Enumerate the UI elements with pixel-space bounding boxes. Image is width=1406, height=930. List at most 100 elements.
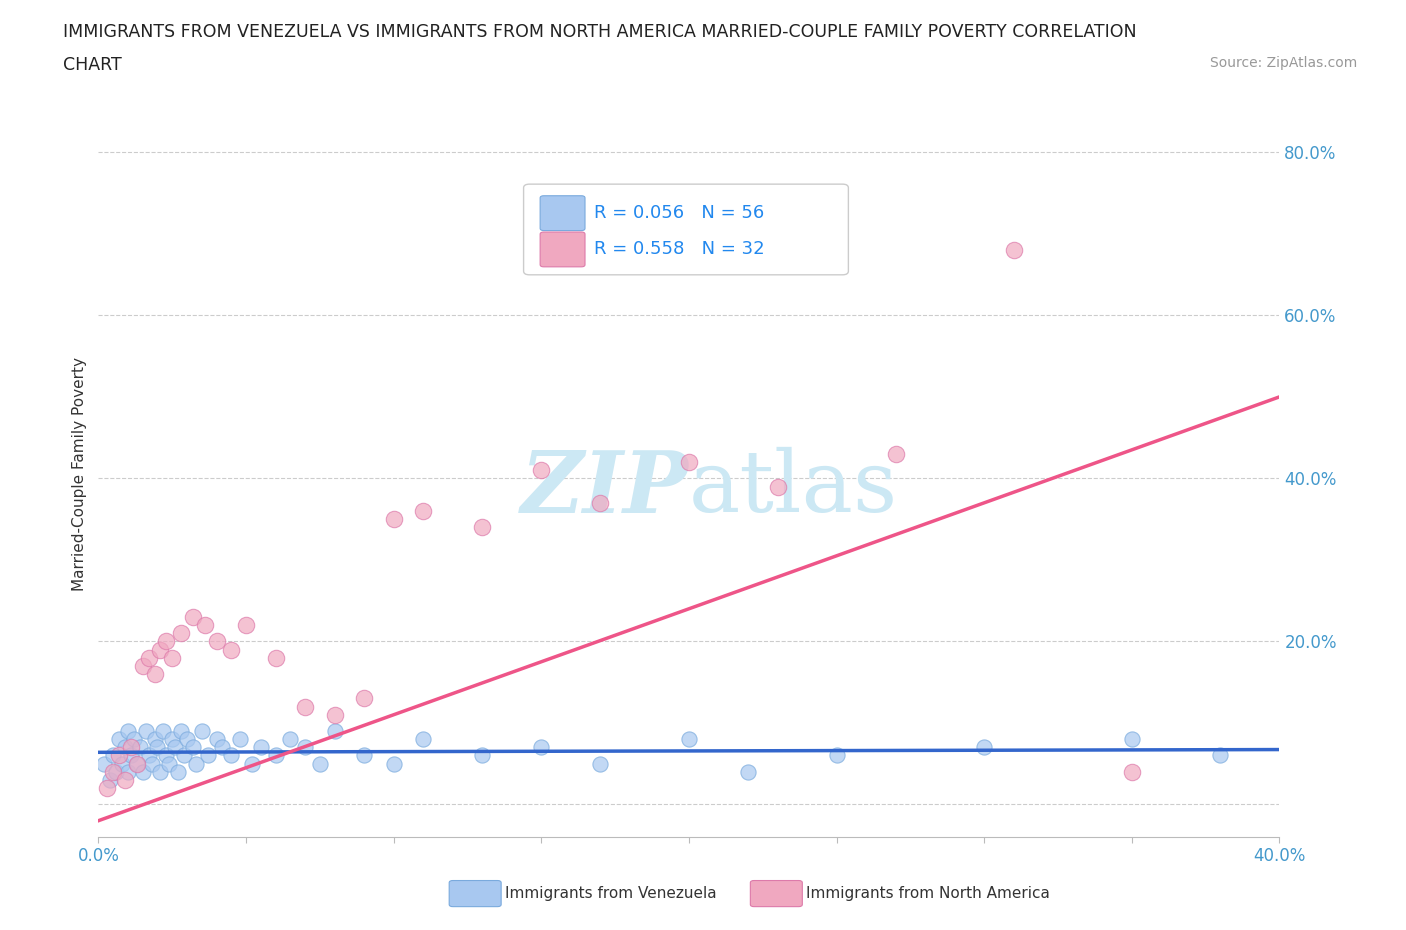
- Text: R = 0.056   N = 56: R = 0.056 N = 56: [595, 205, 765, 222]
- Point: [170, 626, 193, 641]
- Point: [162, 732, 183, 747]
- Point: [138, 748, 160, 763]
- Point: [117, 724, 139, 738]
- Point: [181, 740, 204, 755]
- Point: [1209, 748, 1232, 763]
- Point: [353, 748, 375, 763]
- Point: [141, 756, 163, 771]
- Point: [152, 724, 174, 738]
- Text: Immigrants from Venezuela: Immigrants from Venezuela: [505, 886, 716, 901]
- Point: [205, 634, 228, 649]
- Text: Source: ZipAtlas.com: Source: ZipAtlas.com: [1209, 56, 1357, 70]
- Point: [173, 748, 195, 763]
- Point: [128, 740, 150, 755]
- Point: [197, 748, 219, 763]
- Point: [108, 732, 131, 747]
- Point: [103, 748, 125, 763]
- Point: [280, 732, 302, 747]
- Point: [105, 764, 128, 779]
- Point: [264, 650, 287, 665]
- Point: [737, 764, 759, 779]
- Point: [120, 748, 142, 763]
- Point: [170, 724, 193, 738]
- Point: [98, 773, 121, 788]
- Text: R = 0.558   N = 32: R = 0.558 N = 32: [595, 241, 765, 259]
- Point: [96, 780, 118, 795]
- Point: [1121, 732, 1143, 747]
- Point: [155, 634, 177, 649]
- Point: [382, 512, 405, 526]
- Point: [471, 748, 494, 763]
- FancyBboxPatch shape: [540, 195, 585, 231]
- Point: [678, 732, 700, 747]
- Point: [1121, 764, 1143, 779]
- Point: [117, 764, 139, 779]
- Point: [138, 650, 160, 665]
- FancyBboxPatch shape: [449, 881, 501, 907]
- Text: atlas: atlas: [689, 447, 898, 530]
- Point: [122, 732, 145, 747]
- Point: [353, 691, 375, 706]
- Point: [143, 667, 166, 682]
- Point: [149, 764, 172, 779]
- Point: [132, 658, 155, 673]
- Point: [205, 732, 228, 747]
- Point: [589, 756, 612, 771]
- Text: IMMIGRANTS FROM VENEZUELA VS IMMIGRANTS FROM NORTH AMERICA MARRIED-COUPLE FAMILY: IMMIGRANTS FROM VENEZUELA VS IMMIGRANTS …: [63, 23, 1137, 41]
- Point: [589, 496, 612, 511]
- Point: [114, 773, 136, 788]
- Point: [93, 756, 115, 771]
- Point: [678, 455, 700, 470]
- Point: [103, 764, 125, 779]
- Point: [264, 748, 287, 763]
- Point: [108, 748, 131, 763]
- Y-axis label: Married-Couple Family Poverty: Married-Couple Family Poverty: [72, 357, 87, 591]
- Point: [162, 650, 183, 665]
- Point: [184, 756, 207, 771]
- Point: [111, 756, 134, 771]
- Point: [884, 446, 907, 461]
- Point: [221, 642, 243, 657]
- Point: [471, 520, 494, 535]
- Point: [211, 740, 233, 755]
- Point: [240, 756, 263, 771]
- Text: Immigrants from North America: Immigrants from North America: [806, 886, 1050, 901]
- Point: [323, 724, 346, 738]
- FancyBboxPatch shape: [523, 184, 848, 275]
- Point: [191, 724, 214, 738]
- Point: [294, 699, 316, 714]
- Point: [412, 503, 434, 518]
- Point: [181, 609, 204, 624]
- Point: [143, 732, 166, 747]
- Point: [530, 463, 553, 478]
- Point: [125, 756, 148, 771]
- Point: [1002, 243, 1025, 258]
- Point: [135, 724, 157, 738]
- Point: [530, 740, 553, 755]
- Point: [120, 740, 142, 755]
- Point: [114, 740, 136, 755]
- Text: CHART: CHART: [63, 56, 122, 73]
- Point: [235, 618, 257, 632]
- Point: [766, 479, 789, 494]
- Point: [165, 740, 187, 755]
- Point: [125, 756, 148, 771]
- Point: [176, 732, 198, 747]
- Point: [157, 756, 180, 771]
- Point: [309, 756, 332, 771]
- Point: [149, 642, 172, 657]
- Point: [382, 756, 405, 771]
- Point: [194, 618, 217, 632]
- Point: [825, 748, 848, 763]
- Point: [294, 740, 316, 755]
- Point: [250, 740, 273, 755]
- Point: [155, 748, 177, 763]
- Point: [412, 732, 434, 747]
- Text: ZIP: ZIP: [522, 447, 689, 530]
- FancyBboxPatch shape: [751, 881, 803, 907]
- Point: [221, 748, 243, 763]
- Point: [167, 764, 190, 779]
- Point: [132, 764, 155, 779]
- Point: [229, 732, 252, 747]
- FancyBboxPatch shape: [540, 232, 585, 267]
